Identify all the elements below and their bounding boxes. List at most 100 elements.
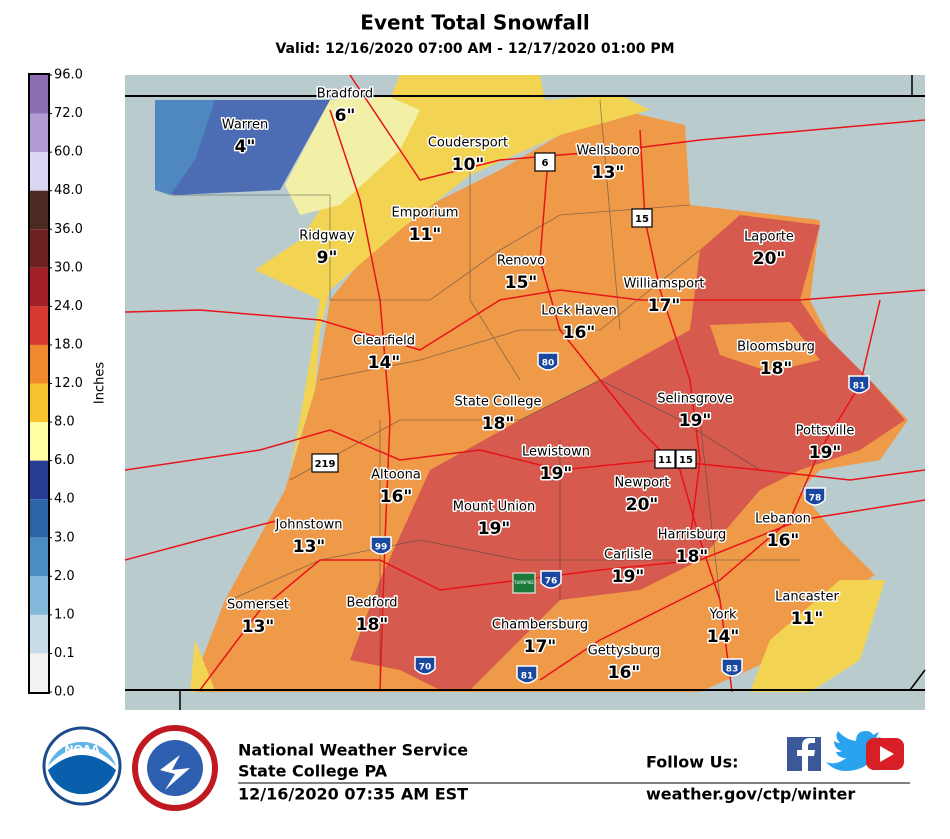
highway-label: 219 (315, 459, 336, 470)
city-name: Pottsville (796, 424, 855, 439)
snow-amount: 16" (563, 323, 596, 343)
interstate-shield (516, 665, 538, 684)
legend-label: 12.0 (54, 376, 83, 391)
city-name: York (708, 608, 737, 623)
office: State College PA (238, 762, 388, 781)
highway-label: 99 (375, 543, 388, 553)
city-name: Emporium (392, 206, 459, 221)
city-name: Warren (222, 118, 268, 133)
legend-bin (30, 576, 48, 615)
highway-label: 6 (542, 158, 549, 169)
interstate-shield (721, 658, 743, 677)
interstate-shield (848, 375, 870, 394)
city-name: Bloomsburg (737, 340, 815, 355)
logo-text: NOAA (64, 743, 100, 756)
city-name: Harrisburg (658, 528, 726, 543)
city-name: Selinsgrove (657, 392, 732, 407)
highway-label: 83 (726, 665, 739, 675)
snow-amount: 19" (679, 411, 712, 431)
legend-bin (30, 653, 48, 692)
snow-amount: 10" (452, 155, 485, 175)
legend-bin (30, 344, 48, 384)
legend-label: 18.0 (54, 337, 83, 352)
legend-bin (30, 499, 48, 538)
city-name: Ridgway (299, 229, 355, 244)
interstate-shield (804, 487, 826, 506)
highway-label: 78 (809, 494, 822, 504)
snow-amount: 13" (592, 163, 625, 183)
highway-label: 80 (542, 359, 555, 369)
city-name: Williamsport (623, 277, 704, 292)
legend-unit: Inches (93, 362, 108, 404)
city-name: Laporte (744, 230, 794, 245)
snow-amount: 17" (648, 296, 681, 316)
highway-label: 15 (679, 455, 693, 466)
legend-bin (30, 383, 48, 423)
city-name: Bedford (346, 596, 397, 611)
snow-amount: 16" (380, 487, 413, 507)
snow-amount: 19" (809, 443, 842, 463)
city-name: Newport (614, 476, 669, 491)
legend-bin (30, 537, 48, 577)
org: National Weather Service (238, 741, 468, 760)
snow-amount: 20" (753, 249, 786, 269)
highway-label: 81 (853, 382, 866, 392)
snow-amount: 19" (540, 464, 573, 484)
legend-label: 6.0 (54, 453, 75, 468)
city-name: Johnstown (275, 518, 343, 533)
legend-label: 48.0 (54, 183, 83, 198)
snow-amount: 19" (612, 567, 645, 587)
city-name: Lancaster (775, 590, 839, 605)
interstate-shield (537, 352, 559, 371)
city-name: Mount Union (453, 500, 535, 515)
highway-label: 76 (545, 577, 558, 587)
url[interactable]: weather.gov/ctp/winter (646, 785, 855, 804)
snow-amount: 18" (356, 615, 389, 635)
legend-label: 72.0 (54, 106, 83, 121)
snow-amount: 16" (608, 663, 641, 683)
city-name: Gettysburg (588, 644, 661, 659)
city-name: Altoona (371, 468, 421, 483)
city-name: Lebanon (755, 512, 811, 527)
interstate-shield (414, 656, 436, 675)
timestamp: 12/16/2020 07:35 AM EST (238, 785, 468, 804)
legend-label: 3.0 (54, 530, 75, 545)
highway-label: 70 (419, 663, 432, 673)
turnpike-sign (512, 572, 536, 594)
city-name: Lewistown (522, 445, 590, 460)
legend-bin (30, 422, 48, 461)
title: Event Total Snowfall (360, 11, 589, 35)
snow-amount: 20" (626, 495, 659, 515)
legend: Inches 96.0 72.0 60.0 48.0 36.0 30.0 24.0 18.0 1… (28, 68, 108, 700)
snow-amount: 9" (317, 248, 338, 268)
us-shield (675, 449, 697, 469)
youtube-icon[interactable] (866, 738, 904, 770)
city-name: Somerset (227, 598, 289, 613)
legend-bin (30, 229, 48, 268)
legend-label: 4.0 (54, 492, 75, 507)
snow-amount: 11" (409, 225, 442, 245)
snow-amount: 18" (760, 359, 793, 379)
city-name: Carlisle (604, 548, 652, 563)
city-name: Wellsboro (576, 144, 639, 159)
legend-bin (30, 460, 48, 500)
facebook-icon[interactable] (787, 737, 821, 771)
highway-label: 11 (658, 455, 672, 466)
legend-label: 60.0 (54, 145, 83, 160)
snow-amount: 15" (505, 273, 538, 293)
us-shield (631, 208, 653, 228)
city-name: Bradford (317, 87, 373, 102)
city-name: Clearfield (353, 334, 415, 349)
snow-amount: 13" (293, 537, 326, 557)
legend-bin (30, 75, 48, 114)
footer: NOAA National Weather Service State Coll… (42, 725, 910, 811)
legend-label: 36.0 (54, 222, 83, 237)
snow-amount: 18" (676, 547, 709, 567)
legend-label: 2.0 (54, 569, 75, 584)
us-shield (534, 152, 556, 172)
snow-amount: 4" (235, 137, 256, 157)
legend-label: 0.1 (54, 646, 75, 661)
legend-bin (30, 190, 48, 230)
us-shield (654, 449, 676, 469)
